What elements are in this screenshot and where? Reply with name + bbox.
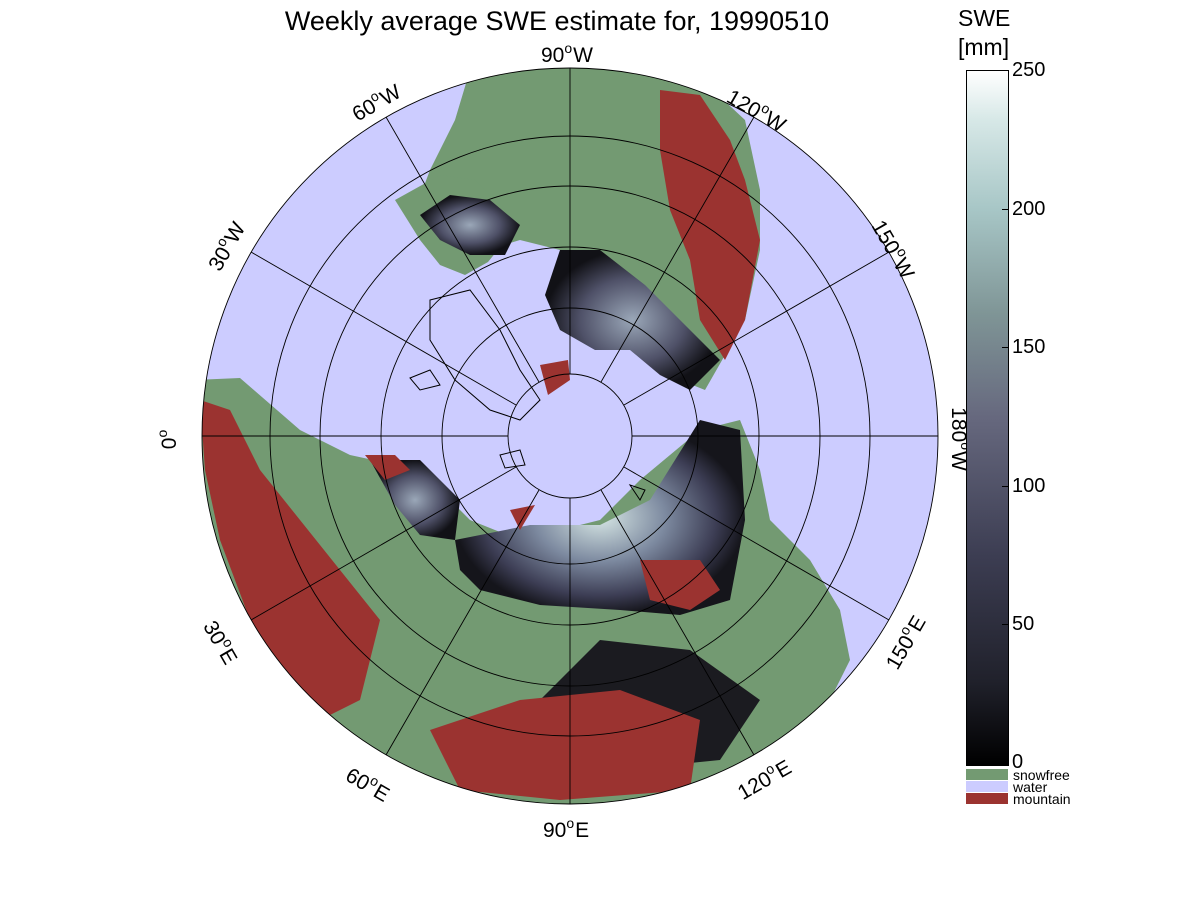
colorbar-tick-label: 250 [1012, 59, 1046, 81]
legend-label-snowfree: snowfree [1013, 767, 1070, 783]
colorbar-tick-label: 150 [1012, 336, 1046, 358]
arctic-coastlines [409, 289, 646, 501]
colorbar-tick-mark [1002, 486, 1008, 487]
map-title: Weekly average SWE estimate for, 1999051… [284, 6, 830, 36]
lon-label-90w: 90oW [541, 40, 593, 67]
colorbar-tick-mark [1002, 347, 1008, 348]
legend-swatch-mountain [966, 793, 1008, 804]
colorbar-tick-mark [1002, 209, 1008, 210]
colorbar-tick-label: 100 [1012, 475, 1046, 497]
legend-swatch-water [966, 781, 1008, 792]
snow-greenland [420, 195, 520, 255]
legend-label-water: water [1013, 779, 1048, 795]
colorbar-tick-label: 200 [1012, 198, 1046, 220]
colorbar-tick-mark [1002, 70, 1008, 71]
colorbar-title-line2: [mm] [958, 34, 1010, 60]
polar-map [201, 67, 939, 805]
snow-north-america [545, 250, 720, 390]
lon-label-90e: 90oE [543, 815, 590, 842]
mountain-areas [202, 90, 760, 800]
colorbar-title: SWE [mm] [958, 4, 1010, 62]
legend-swatch-snowfree [966, 769, 1008, 780]
colorbar-gradient [966, 70, 1009, 766]
legend-label-mountain: mountain [1013, 791, 1071, 807]
colorbar-tick-mark [1002, 624, 1008, 625]
colorbar-tick-label: 50 [1012, 613, 1035, 635]
graticule [201, 67, 939, 805]
colorbar-title-line1: SWE [958, 5, 1011, 31]
snow-scandinavia [370, 460, 460, 540]
colorbar-tick-mark [1002, 763, 1008, 764]
lon-label-0: 0o [154, 429, 182, 450]
colorbar-tick-label: 0 [1012, 751, 1024, 773]
